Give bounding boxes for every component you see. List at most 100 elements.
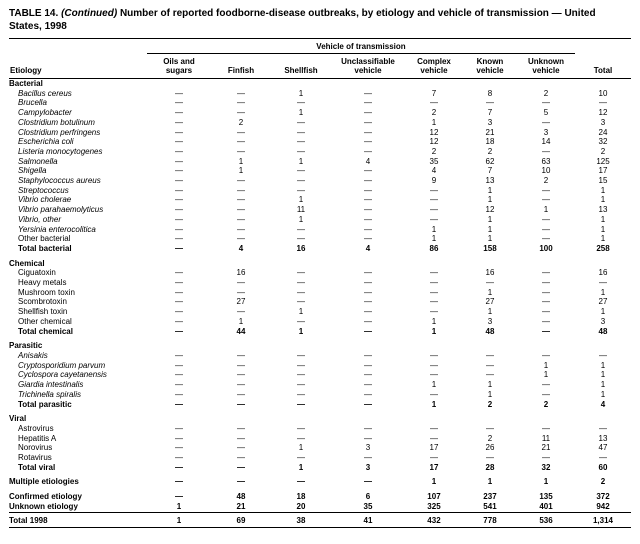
value-cell: 2 [238,117,244,127]
value-cell: 1 [238,316,244,326]
value-cell: 1 [600,389,606,399]
value-cell: 3 [365,443,371,453]
value-cell: — [429,287,438,297]
etiology-cell: Total parasitic [18,399,72,409]
value-cell: 1 [600,234,606,244]
value-cell: 28 [485,462,495,472]
value-cell: 63 [541,156,551,166]
value-cell: — [599,278,607,288]
section-row: Bacterial [9,79,631,89]
value-cell: — [363,307,372,317]
value-cell: — [174,214,183,224]
value-cell: 3 [543,127,549,137]
value-cell: 1 [600,307,606,317]
value-cell: — [363,287,372,297]
value-cell: — [541,214,550,224]
value-cell: 1 [431,326,437,336]
value-cell: — [296,389,305,399]
table-row: Bacillus cereus — — 1 — 7 8 2 10 [9,89,631,99]
value-cell: 4 [365,243,371,253]
value-cell: — [236,380,245,390]
value-cell: 1 [431,234,437,244]
value-cell: 1 [487,477,493,487]
table-row: Rotavirus — — — — — — — — [9,453,631,463]
etiology-cell: Giardia intestinalis [18,380,84,390]
value-cell: 1 [487,287,493,297]
value-cell: — [236,224,245,234]
value-cell: 1 [487,307,493,317]
col-header-unclassifiable-vehicle: Unclassifiable vehicle [330,53,405,79]
col-header-finfish: Finfish [210,53,271,79]
table-row: Cryptosporidium parvum — — — — — — 1 1 [9,361,631,371]
value-cell: — [363,268,372,278]
value-cell: 12 [598,108,608,118]
value-cell: 21 [485,127,495,137]
value-cell: — [363,326,372,336]
table-row: Total viral — — 1 3 17 28 32 60 [9,463,631,473]
etiology-cell: Bacillus cereus [18,88,72,98]
value-cell: 17 [429,462,439,472]
value-cell: 2 [431,146,437,156]
value-cell: 32 [598,137,608,147]
value-cell: 401 [539,501,553,511]
value-cell: — [485,453,494,463]
value-cell: 1 [298,443,304,453]
value-cell: — [174,462,183,472]
table-row: Staphylococcus aureus — — — — 9 13 2 15 [9,176,631,186]
value-cell: — [429,423,438,433]
value-cell: 41 [330,511,405,528]
value-cell: — [236,234,245,244]
etiology-cell: Salmonella [18,156,58,166]
value-cell: — [174,492,183,502]
value-cell: — [429,185,438,195]
value-cell: — [296,278,305,288]
value-cell: 1 [543,370,549,380]
value-cell: 9 [431,176,437,186]
table-row: Astrovirus — — — — — — — — [9,424,631,434]
table-row: Hepatitis A — — — — — 2 11 13 [9,434,631,444]
value-cell: 21 [236,501,246,511]
etiology-cell: Yersinia enterocolitica [18,224,96,234]
value-cell: 100 [539,243,553,253]
value-cell: — [236,195,245,205]
value-cell: — [599,423,607,433]
value-cell: 1 [238,166,244,176]
value-cell: 2 [543,88,549,98]
value-cell: — [174,423,183,433]
value-cell: 86 [429,243,439,253]
etiology-cell: Hepatitis A [18,433,57,443]
value-cell: 20 [296,501,306,511]
value-cell: 13 [598,205,608,215]
value-cell: — [296,287,305,297]
value-cell: — [429,307,438,317]
value-cell: — [541,98,550,108]
value-cell: — [236,176,245,186]
value-cell: — [296,360,305,370]
value-cell: 16 [236,268,246,278]
value-cell: — [296,433,305,443]
table-row: Vibrio cholerae — — 1 — — 1 — 1 [9,195,631,205]
value-cell: — [236,453,245,463]
value-cell: — [599,453,607,463]
value-cell: 3 [487,117,493,127]
value-cell: 1 [600,185,606,195]
value-cell: — [363,176,372,186]
value-cell: — [296,477,305,487]
etiology-cell: Other bacterial [18,234,71,244]
value-cell: — [174,224,183,234]
value-cell: 1 [431,477,437,487]
value-cell: 1 [600,360,606,370]
table-row: Total chemical — 44 1 — 1 48 — 48 [9,327,631,337]
value-cell: 27 [236,297,246,307]
value-cell: 10 [598,88,608,98]
value-cell: 17 [598,166,608,176]
value-cell: — [296,185,305,195]
value-cell: 125 [596,156,610,166]
table-row: Cyclospora cayetanensis — — — — — — 1 1 [9,370,631,380]
value-cell: — [363,316,372,326]
table-row: Scombrotoxin — 27 — — — 27 — 27 [9,297,631,307]
column-header-row: Etiology Oils and sugars Finfish Shellfi… [9,53,631,79]
table-row: Streptococcus — — — — — 1 — 1 [9,186,631,196]
value-cell: — [429,389,438,399]
value-cell: — [429,350,438,360]
